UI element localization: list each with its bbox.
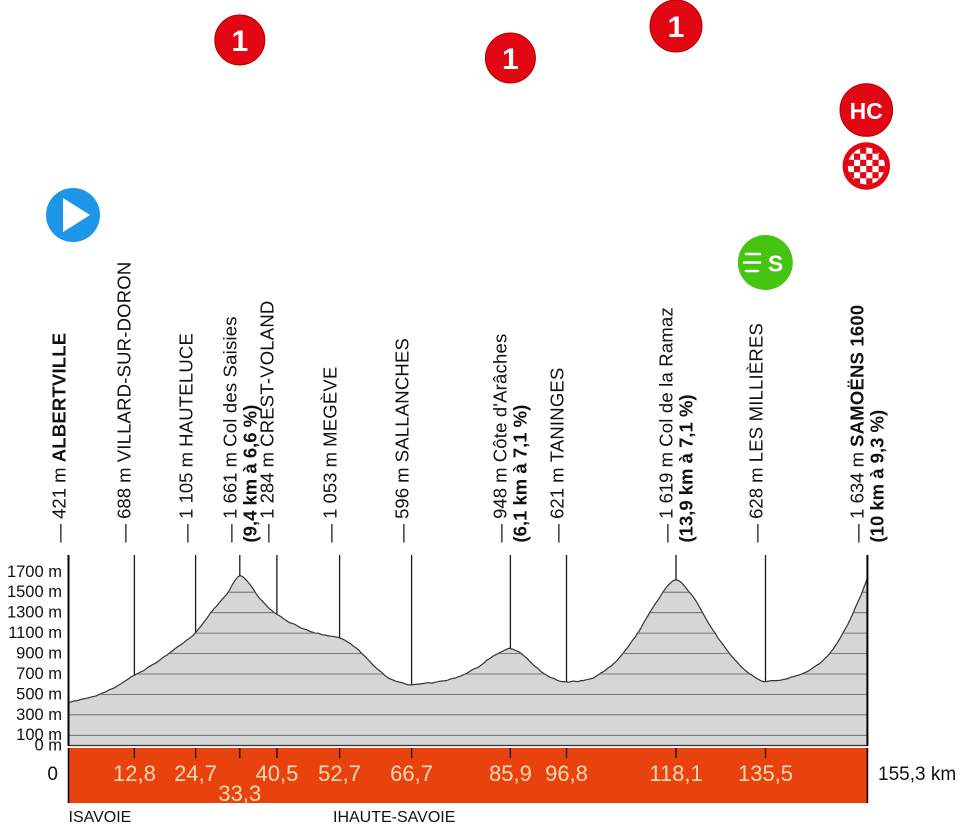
svg-text:24,7: 24,7: [174, 761, 217, 786]
svg-text:155,3 km: 155,3 km: [878, 764, 956, 785]
svg-text:1500 m: 1500 m: [7, 583, 62, 601]
svg-text:1100 m: 1100 m: [8, 624, 62, 642]
svg-text:118,1: 118,1: [649, 761, 702, 786]
svg-text:500 m: 500 m: [16, 685, 62, 703]
svg-text:0 m: 0 m: [34, 737, 62, 755]
svg-text:1: 1: [502, 43, 519, 76]
svg-text:300 m: 300 m: [16, 706, 62, 724]
svg-text:1: 1: [668, 11, 685, 44]
svg-text:85,9: 85,9: [489, 761, 532, 786]
svg-text:700 m: 700 m: [16, 665, 62, 683]
svg-text:S: S: [768, 251, 783, 277]
svg-text:0: 0: [47, 764, 58, 785]
svg-text:900 m: 900 m: [16, 645, 62, 663]
svg-text:1300 m: 1300 m: [7, 604, 62, 622]
svg-text:66,7: 66,7: [390, 761, 433, 786]
svg-text:IHAUTE-SAVOIE: IHAUTE-SAVOIE: [333, 809, 455, 826]
svg-text:135,5: 135,5: [738, 761, 793, 786]
svg-text:96,8: 96,8: [545, 761, 588, 786]
svg-text:40,5: 40,5: [255, 761, 298, 786]
svg-text:ISAVOIE: ISAVOIE: [69, 809, 132, 826]
svg-text:52,7: 52,7: [318, 761, 361, 786]
svg-text:1700 m: 1700 m: [7, 563, 62, 581]
svg-text:12,8: 12,8: [113, 761, 156, 786]
svg-text:HC: HC: [850, 98, 883, 124]
svg-text:1: 1: [231, 25, 248, 58]
